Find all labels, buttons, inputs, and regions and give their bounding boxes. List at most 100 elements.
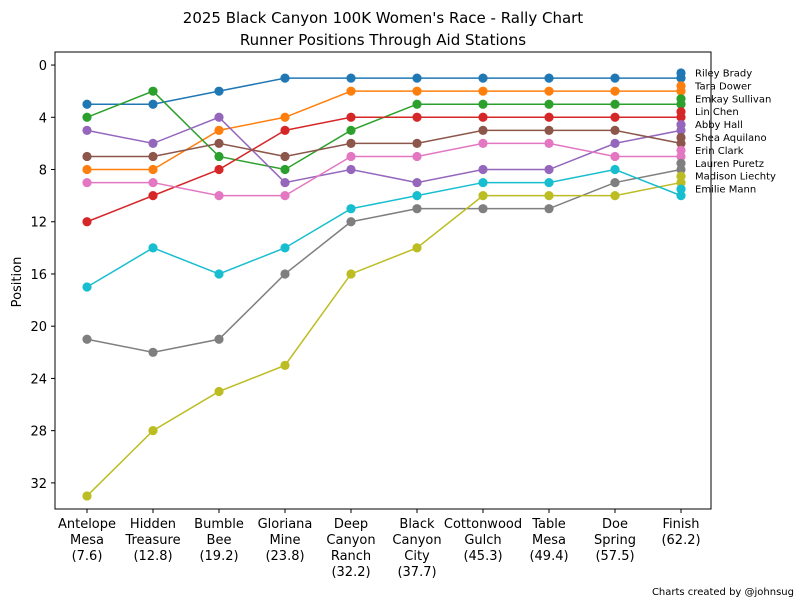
x-tick-label-line: Ranch [331, 549, 371, 564]
data-point [280, 243, 290, 253]
legend-label: Shea Aquilano [695, 133, 767, 144]
data-point [148, 138, 158, 148]
data-point [148, 426, 158, 436]
data-point [478, 191, 488, 201]
x-tick-label: Finish (62.2) [661, 517, 700, 548]
data-point [214, 269, 224, 279]
x-tick-label-line: Doe [602, 517, 628, 532]
x-tick-label-line: (45.3) [463, 549, 502, 564]
data-point [478, 112, 488, 122]
legend-label: Lauren Puretz [695, 159, 764, 170]
y-tick-label: 0 [39, 59, 47, 74]
data-point [346, 138, 356, 148]
x-tick-label: Black Canyon City (37.7) [392, 517, 441, 580]
legend-label: Lin Chen [695, 107, 739, 118]
data-point [148, 86, 158, 96]
data-point [610, 151, 620, 162]
chart-credit: Charts created by @johnsug [652, 587, 794, 598]
x-tick-label-line: Gulch [464, 533, 501, 548]
data-point [82, 334, 92, 344]
legend-marker [676, 120, 686, 130]
data-point [280, 164, 290, 175]
series-line [86, 181, 682, 497]
data-point [280, 151, 290, 162]
x-tick-label-line: Antelope [58, 517, 116, 532]
legend-marker [676, 94, 686, 104]
data-point [148, 99, 158, 109]
y-tick-label: 4 [39, 111, 47, 126]
y-tick-label: 28 [30, 425, 47, 440]
data-point [544, 112, 554, 122]
data-point [82, 217, 92, 227]
x-tick-label: Gloriana Mine (23.8) [258, 517, 313, 564]
data-point [412, 151, 422, 162]
data-point [412, 86, 422, 96]
x-tick-label-line: (49.4) [529, 549, 568, 564]
x-tick-label-line: City [404, 549, 430, 564]
data-point [148, 347, 158, 357]
data-point [478, 204, 488, 214]
data-point [412, 243, 422, 253]
data-point [346, 151, 356, 162]
legend-label: Erin Clark [695, 146, 744, 157]
data-point [82, 125, 92, 135]
data-point [346, 86, 356, 96]
data-point [280, 269, 290, 279]
data-point [346, 164, 356, 175]
data-point [280, 73, 290, 83]
data-point [280, 360, 290, 370]
data-point [544, 86, 554, 96]
data-point [346, 204, 356, 214]
series-line [86, 116, 681, 223]
data-point [412, 138, 422, 148]
data-point [214, 151, 224, 162]
legend-marker [676, 68, 686, 78]
legend-label: Tara Dower [694, 81, 752, 92]
x-tick-label-line: (37.7) [397, 565, 436, 580]
data-point [346, 112, 356, 122]
data-point [82, 151, 92, 162]
x-tick-label: Bumble Bee (19.2) [194, 517, 244, 564]
legend-label: Abby Hall [695, 120, 743, 131]
legend-marker [676, 81, 686, 91]
data-point [280, 112, 290, 122]
data-point [214, 386, 224, 397]
legend-marker [676, 132, 686, 143]
data-point [478, 73, 488, 83]
data-point [478, 177, 488, 188]
y-tick-label: 20 [30, 320, 47, 335]
data-point [478, 86, 488, 96]
x-tick-label-line: (19.2) [199, 549, 238, 564]
y-tick-label: 16 [30, 268, 47, 283]
legend-label: Emkay Sullivan [695, 94, 771, 105]
plot-frame [54, 51, 712, 510]
chart-subtitle: Runner Positions Through Aid Stations [240, 31, 526, 49]
legend-marker [676, 158, 686, 168]
data-point [82, 177, 92, 188]
series-line [87, 142, 681, 197]
legend-marker [676, 184, 686, 194]
y-tick-label: 8 [39, 164, 47, 179]
series-line [86, 168, 682, 288]
data-point [148, 243, 158, 253]
x-tick-label-line: (57.5) [595, 549, 634, 564]
x-tick-label: Doe Spring (57.5) [594, 517, 636, 564]
data-point [478, 164, 488, 175]
data-point [610, 125, 620, 135]
data-point [82, 282, 92, 292]
data-point [280, 177, 290, 188]
legend-marker [676, 145, 686, 155]
data-point [412, 99, 422, 109]
x-tick-label-line: Table [531, 517, 566, 532]
series-line [87, 129, 682, 158]
x-tick-label-line: Deep [334, 517, 368, 532]
data-point [412, 204, 422, 214]
data-point [148, 177, 158, 188]
data-point [544, 191, 554, 201]
x-tick-label-line: Mesa [70, 533, 104, 548]
y-tick-label: 12 [30, 216, 47, 231]
x-tick-label-line: Canyon [326, 533, 375, 548]
data-point [544, 177, 554, 188]
x-tick-label: Hidden Treasure (12.8) [124, 517, 180, 564]
